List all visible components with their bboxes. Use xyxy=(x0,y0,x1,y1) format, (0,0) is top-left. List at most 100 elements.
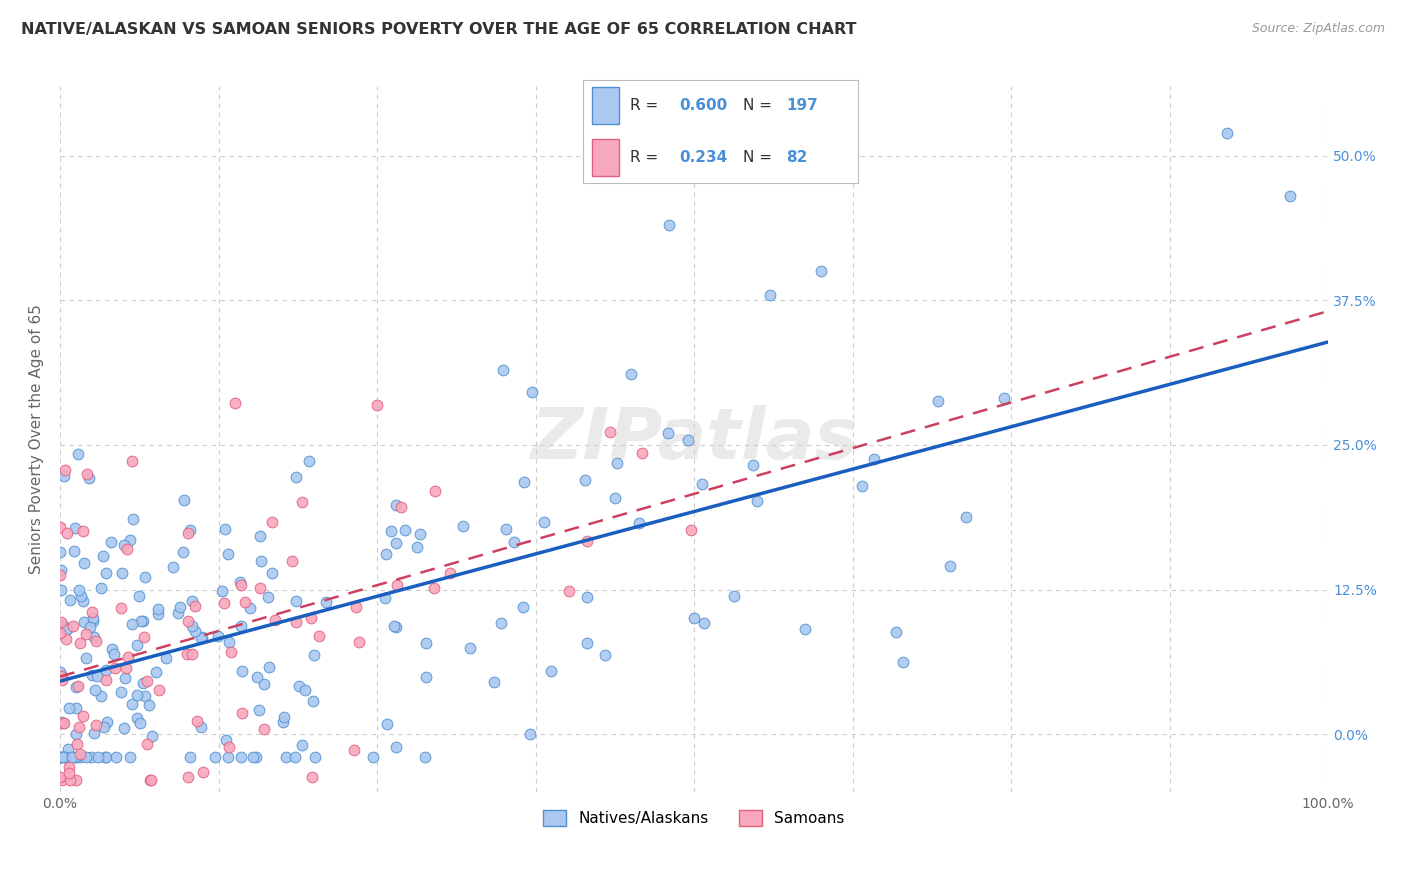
Point xyxy=(204,750,226,764)
Point xyxy=(193,764,215,779)
Point xyxy=(287,680,309,694)
Point xyxy=(67,720,90,734)
Point xyxy=(87,750,110,764)
Point xyxy=(190,631,212,645)
Point xyxy=(558,584,581,599)
Point xyxy=(180,619,202,633)
Point xyxy=(218,740,240,755)
Point xyxy=(599,425,621,439)
Point xyxy=(304,648,326,662)
Point xyxy=(274,750,297,764)
Point xyxy=(212,596,235,610)
Point xyxy=(513,475,536,489)
Point xyxy=(49,563,72,577)
Point xyxy=(69,636,91,650)
Point xyxy=(132,614,155,628)
Point xyxy=(73,615,96,629)
Point xyxy=(155,651,177,665)
Point xyxy=(51,773,73,788)
Point xyxy=(747,494,769,508)
Point xyxy=(793,622,815,636)
Point xyxy=(676,433,699,447)
Point xyxy=(51,669,73,683)
Point xyxy=(458,640,481,655)
Point xyxy=(53,750,76,764)
Point xyxy=(380,524,402,538)
Point xyxy=(69,747,91,761)
Point xyxy=(79,620,101,634)
Point xyxy=(84,718,107,732)
Point xyxy=(723,589,745,603)
Text: NATIVE/ALASKAN VS SAMOAN SENIORS POVERTY OVER THE AGE OF 65 CORRELATION CHART: NATIVE/ALASKAN VS SAMOAN SENIORS POVERTY… xyxy=(21,22,856,37)
Point xyxy=(256,591,278,605)
Point xyxy=(257,659,280,673)
Point xyxy=(77,470,100,484)
Point xyxy=(49,770,72,784)
Point xyxy=(112,538,135,552)
Point xyxy=(148,683,170,698)
Point xyxy=(114,671,136,685)
Point xyxy=(125,688,148,702)
Point xyxy=(759,287,782,301)
Point xyxy=(851,478,873,492)
Point xyxy=(127,711,149,725)
Point xyxy=(503,535,526,549)
Point xyxy=(423,581,446,595)
Point xyxy=(80,606,103,620)
Point xyxy=(576,534,599,549)
Point xyxy=(387,577,409,591)
Point xyxy=(253,677,276,691)
Point xyxy=(51,714,73,729)
Point xyxy=(260,515,283,529)
Point xyxy=(139,773,162,788)
Text: Source: ZipAtlas.com: Source: ZipAtlas.com xyxy=(1251,22,1385,36)
Point xyxy=(217,547,239,561)
Point xyxy=(177,770,200,784)
Point xyxy=(595,648,617,662)
Point xyxy=(181,594,204,608)
Point xyxy=(217,750,239,764)
Point xyxy=(533,515,555,529)
Point xyxy=(75,627,97,641)
Point xyxy=(413,750,436,764)
Point xyxy=(862,452,884,467)
Point xyxy=(104,750,127,764)
Point xyxy=(51,669,73,683)
Point xyxy=(82,614,104,628)
Point xyxy=(118,533,141,547)
Point xyxy=(302,694,325,708)
Point xyxy=(294,682,316,697)
Point xyxy=(273,710,295,724)
Point xyxy=(519,727,541,741)
Point xyxy=(121,617,143,632)
Point xyxy=(406,541,429,555)
Point xyxy=(59,592,82,607)
Point xyxy=(574,473,596,487)
Point xyxy=(190,720,212,734)
Point xyxy=(939,558,962,573)
Point xyxy=(385,499,408,513)
Point xyxy=(93,750,115,764)
Point xyxy=(52,469,75,483)
Point xyxy=(492,362,515,376)
Point xyxy=(540,665,562,679)
Point xyxy=(60,750,83,764)
Text: ZIPatlas: ZIPatlas xyxy=(530,405,858,474)
Point xyxy=(304,750,326,764)
Point xyxy=(49,545,72,559)
Point xyxy=(389,500,412,515)
Point xyxy=(65,727,87,741)
Point xyxy=(810,264,832,278)
Point xyxy=(231,750,253,764)
Point xyxy=(141,729,163,743)
Point xyxy=(246,670,269,684)
Point xyxy=(72,524,94,539)
Point xyxy=(285,593,308,607)
Point xyxy=(742,458,765,472)
Point xyxy=(63,543,86,558)
Point xyxy=(219,645,242,659)
Point xyxy=(298,454,321,468)
Point xyxy=(993,391,1015,405)
Point xyxy=(65,773,87,788)
Point xyxy=(58,766,80,780)
